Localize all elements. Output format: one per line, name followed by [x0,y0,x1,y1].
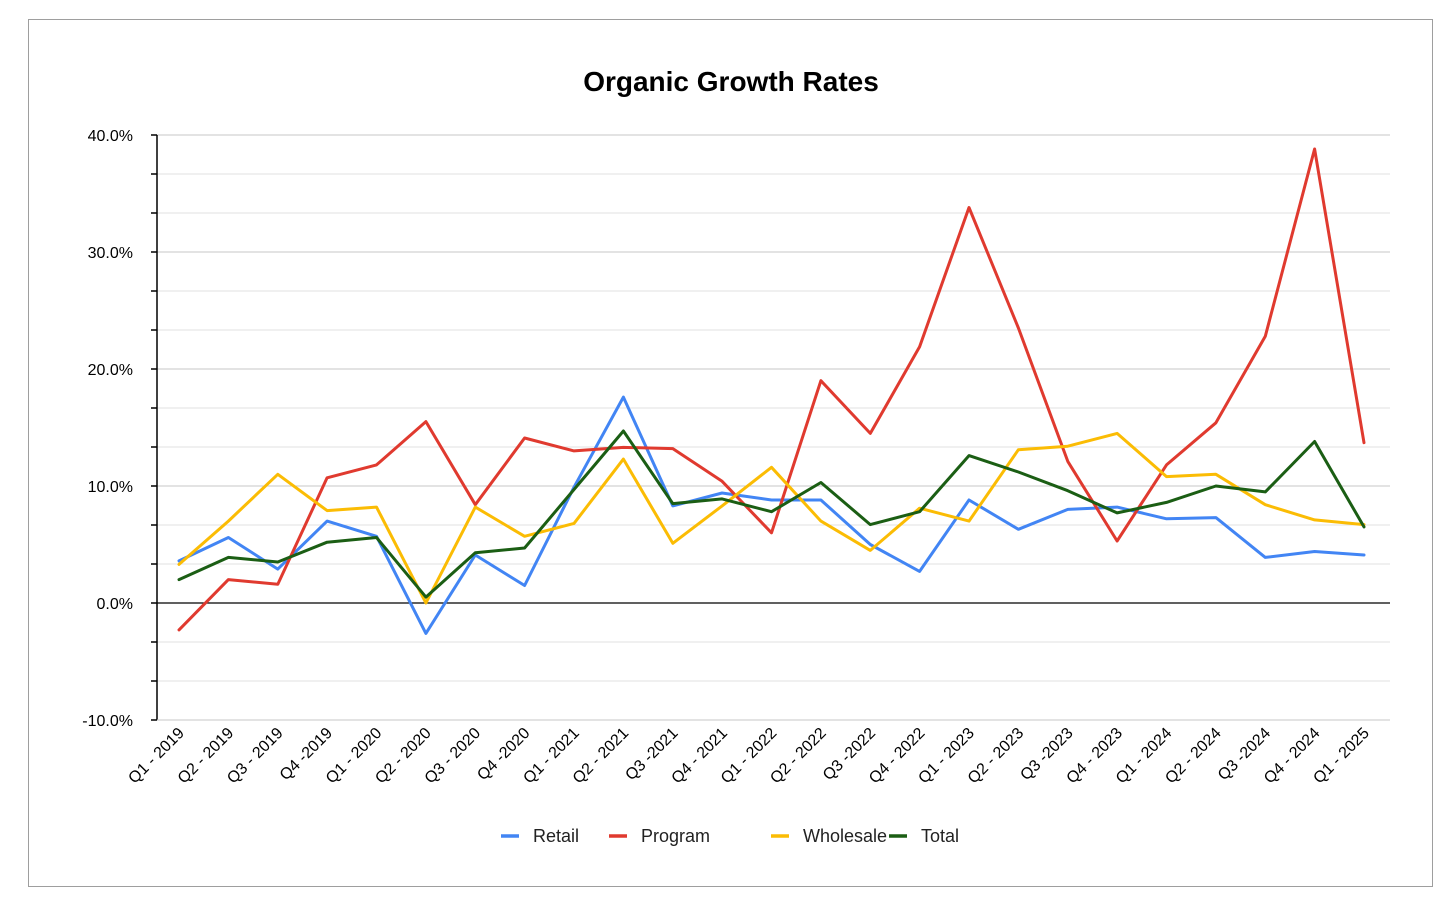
legend-label-wholesale: Wholesale [803,826,887,846]
legend: Retail Program Wholesale Total [501,826,959,846]
series-line-retail [179,397,1364,633]
y-tick-label: 40.0% [88,128,133,145]
y-tick-label: 10.0% [88,479,133,496]
y-tick-label: 30.0% [88,245,133,262]
legend-label-retail: Retail [533,826,579,846]
y-axis-tick-labels: -10.0% 0.0% 10.0% 20.0% 30.0% 40.0% [82,128,133,730]
series-lines [179,149,1364,633]
series-line-total [179,431,1364,597]
gridlines [157,135,1390,681]
chart-container: Organic Growth Rates -10.0% 0.0% 10.0% 20.0… [28,19,1433,887]
legend-label-program: Program [641,826,710,846]
axes [151,135,1390,720]
y-tick-label: 0.0% [97,596,133,613]
legend-label-total: Total [921,826,959,846]
line-chart: Organic Growth Rates -10.0% 0.0% 10.0% 20.0… [29,20,1434,888]
y-tick-label: -10.0% [82,713,133,730]
y-tick-label: 20.0% [88,362,133,379]
series-line-program [179,149,1364,630]
chart-title: Organic Growth Rates [583,66,879,97]
